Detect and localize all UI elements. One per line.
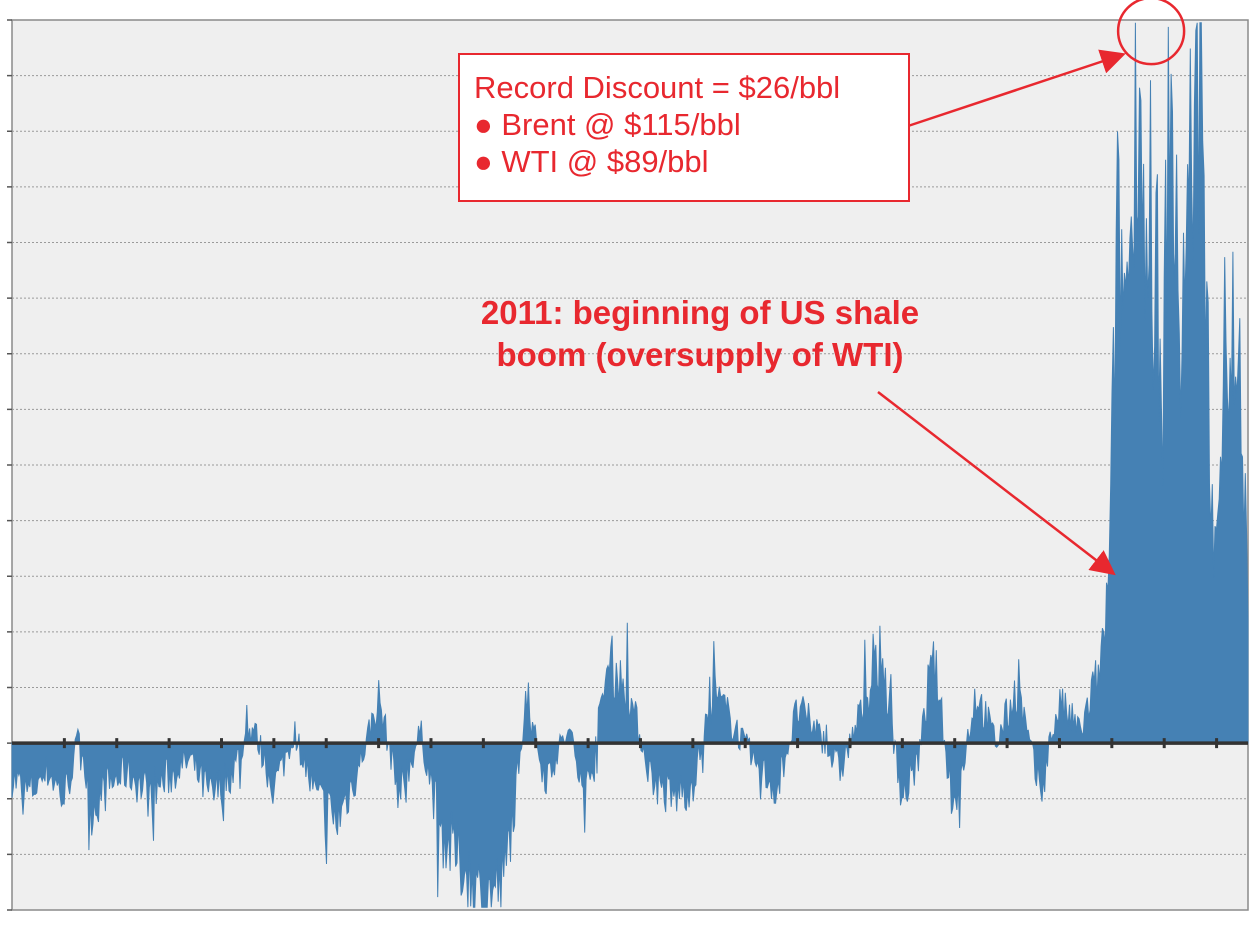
wti-brent-spread-area <box>11 22 1249 908</box>
annotation-record-line-3: ● WTI @ $89/bbl <box>474 144 709 179</box>
annotation-shale-line-1: 2011: beginning of US shale <box>480 294 920 331</box>
x-ticks <box>62 738 1219 749</box>
gridlines <box>12 75 1248 855</box>
annotation-record-line-2: ● Brent @ $115/bbl <box>474 107 741 142</box>
record-discount-circle <box>1116 0 1186 66</box>
shale-boom-arrow <box>877 391 1116 576</box>
annotation-shale-line-2: boom (oversupply of WTI) <box>496 336 904 373</box>
record-discount-annotation: Record Discount = $26/bbl ● Brent @ $115… <box>458 53 910 202</box>
record-discount-arrow <box>907 49 1126 128</box>
annotation-record-line-1: Record Discount = $26/bbl <box>474 70 841 105</box>
shale-boom-annotation: 2011: beginning of US shale boom (oversu… <box>430 292 970 376</box>
y-ticks <box>7 19 12 911</box>
